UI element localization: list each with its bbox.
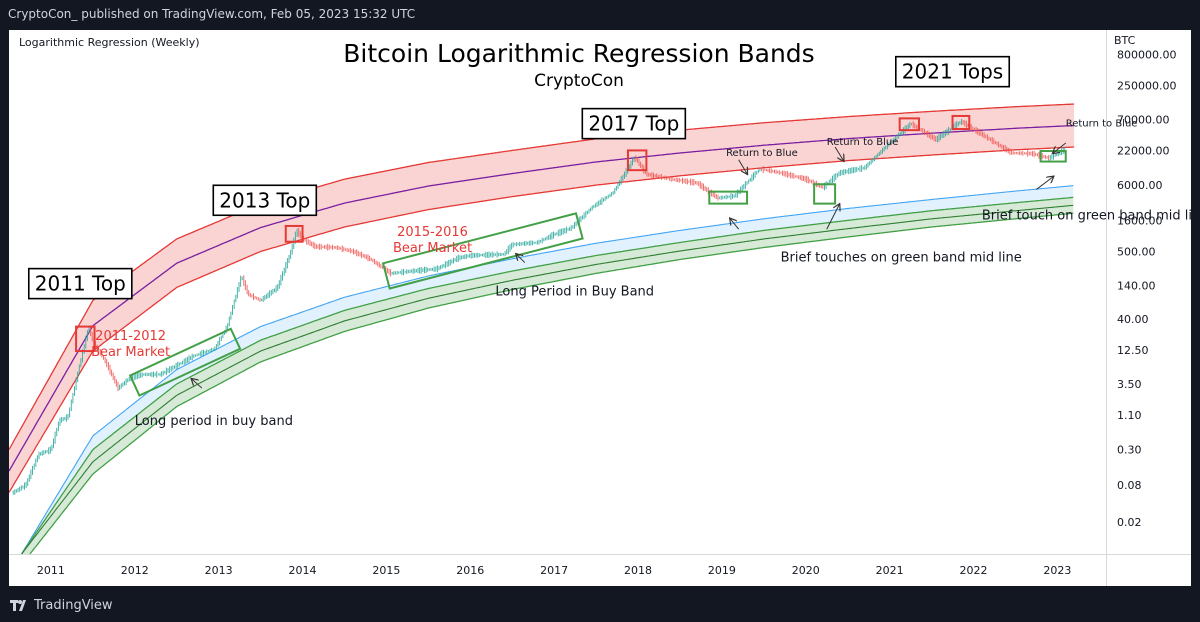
top-label: 2011 Top xyxy=(27,267,133,300)
x-tick-label: 2018 xyxy=(624,564,652,577)
top-marker-box xyxy=(75,325,96,353)
y-tick-label: 1.10 xyxy=(1117,409,1142,422)
brand-name: TradingView xyxy=(34,598,113,613)
top-label-text: 2011 Top xyxy=(35,272,126,296)
x-tick-label: 2013 xyxy=(205,564,233,577)
annotation-text: Return to Blue xyxy=(827,137,899,148)
y-tick-label: 500.00 xyxy=(1117,245,1156,258)
axes: BTC 2011 2012 2013 2014 2015 2016 2017 2018 2019… xyxy=(9,30,1191,586)
top-label-box xyxy=(27,267,133,300)
annotation-arrow xyxy=(1036,177,1053,190)
top-label: 2021 Tops xyxy=(895,55,1011,88)
x-tick-label: 2014 xyxy=(289,564,317,577)
top-label-text: 2013 Top xyxy=(219,188,310,212)
blue-line xyxy=(21,185,1074,554)
annotation-text: Long period in buy band xyxy=(135,414,293,429)
y-tick-label: 0.02 xyxy=(1117,516,1142,529)
annotation-arrow xyxy=(192,379,203,389)
y-tick-label: 40.00 xyxy=(1117,313,1149,326)
price-axis-currency: BTC xyxy=(1114,34,1136,47)
annotation-text: Long Period in Buy Band xyxy=(495,284,654,299)
top-label: 2013 Top xyxy=(212,184,318,217)
y-tick-label: 0.08 xyxy=(1117,479,1142,492)
y-tick-label: 22000.00 xyxy=(1117,144,1170,157)
y-tick-label: 12.50 xyxy=(1117,344,1149,357)
x-tick-label: 2019 xyxy=(708,564,736,577)
green-band-upper-line xyxy=(21,196,1074,554)
x-tick-label: 2023 xyxy=(1043,564,1071,577)
annotation-arrow xyxy=(826,205,840,230)
annotation-arrow xyxy=(834,146,843,161)
red-band-upper-line xyxy=(9,103,1075,450)
top-label-box xyxy=(212,184,318,217)
annotation-text: Return to Blue xyxy=(726,148,798,159)
bear-market-label: Bear Market xyxy=(91,345,170,360)
top-label-box xyxy=(581,107,687,140)
annotation-text: Brief touches on green band mid line xyxy=(781,251,1022,266)
y-tick-label: 800000.00 xyxy=(1117,48,1177,61)
annotation-arrow xyxy=(738,159,747,174)
x-tick-label: 2021 xyxy=(876,564,904,577)
price-candles xyxy=(12,119,1066,495)
y-tick-label: 70000.00 xyxy=(1117,114,1170,127)
x-tick-label: 2022 xyxy=(959,564,987,577)
chart-title: Bitcoin Logarithmic Regression Bands xyxy=(343,39,814,68)
x-tick-label: 2020 xyxy=(792,564,820,577)
top-label-box xyxy=(895,55,1011,88)
annotation-text: Brief touch on green band mid line xyxy=(982,208,1191,223)
buy-band-box xyxy=(708,190,749,205)
top-marker-box xyxy=(898,117,920,132)
y-tick-label: 250000.00 xyxy=(1117,80,1177,93)
bear-market-label: 2015-2016 xyxy=(397,225,468,240)
blue-zone-fill xyxy=(21,185,1074,554)
annotation-text: Return to Blue xyxy=(1066,119,1138,130)
y-tick-label: 3.50 xyxy=(1117,378,1142,391)
green-band-fill xyxy=(21,197,1074,554)
annotations: 2011 Top 2013 Top 2017 Top 2021 Tops 2011-20… xyxy=(27,55,1200,429)
top-label-text: 2017 Top xyxy=(588,112,679,136)
chart-panel[interactable]: BTC 2011 2012 2013 2014 2015 2016 2017 2018 2019… xyxy=(9,30,1200,586)
green-band-lower-line xyxy=(29,212,1074,554)
chart-subtitle: CryptoCon xyxy=(534,71,624,91)
buy-band-box xyxy=(813,183,837,205)
buy-band-box xyxy=(128,327,242,397)
top-label: 2017 Top xyxy=(581,107,687,140)
x-tick-label: 2015 xyxy=(372,564,400,577)
y-tick-label: 1600.00 xyxy=(1117,214,1163,227)
y-tick-label: 0.30 xyxy=(1117,444,1142,457)
bottom-bar: TradingView xyxy=(0,592,1200,622)
x-tick-label: 2011 xyxy=(37,564,65,577)
top-marker-box xyxy=(284,224,304,243)
annotation-arrow xyxy=(730,219,740,230)
top-label-text: 2021 Tops xyxy=(902,60,1003,84)
y-tick-label: 140.00 xyxy=(1117,279,1156,292)
tradingview-logo-icon xyxy=(10,600,26,611)
top-bar: CryptoCon_ published on TradingView.com,… xyxy=(0,0,1200,30)
bear-market-label: Bear Market xyxy=(393,241,472,256)
plot-area[interactable] xyxy=(9,103,1075,554)
bear-market-label: 2011-2012 xyxy=(95,329,166,344)
annotation-arrow xyxy=(516,254,526,263)
top-marker-box xyxy=(626,149,648,172)
x-tick-label: 2017 xyxy=(540,564,568,577)
x-tick-label: 2012 xyxy=(121,564,149,577)
publisher-info: CryptoCon_ published on TradingView.com,… xyxy=(8,7,416,21)
y-tick-label: 6000.00 xyxy=(1117,179,1163,192)
annotation-arrow xyxy=(1053,142,1067,153)
indicator-label: Logarithmic Regression (Weekly) xyxy=(19,36,200,49)
red-band-lower-line xyxy=(9,146,1075,493)
chart-svg[interactable]: BTC 2011 2012 2013 2014 2015 2016 2017 2018 2019… xyxy=(9,30,1200,586)
top-marker-box xyxy=(951,114,971,131)
x-tick-label: 2016 xyxy=(456,564,484,577)
